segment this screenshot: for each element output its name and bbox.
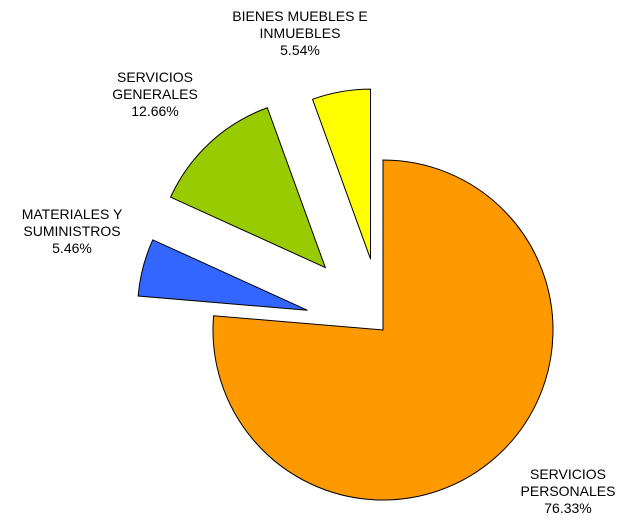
slice-label: BIENES MUEBLES E INMUEBLES <box>232 8 368 41</box>
slice-value-label: 76.33% <box>544 500 592 516</box>
pie-slice <box>311 88 372 260</box>
slice-label: MATERIALES Y SUMINISTROS <box>21 206 123 239</box>
pie-slice <box>137 239 308 311</box>
slice-label: SERVICIOS GENERALES <box>112 69 198 102</box>
slice-value-label: 5.54% <box>280 42 320 58</box>
slice-value-label: 5.46% <box>52 240 92 256</box>
pie-slice <box>169 107 327 269</box>
pie-slice <box>212 159 554 501</box>
slice-value-label: 12.66% <box>131 103 179 119</box>
slice-label: SERVICIOS PERSONALES <box>520 466 616 499</box>
